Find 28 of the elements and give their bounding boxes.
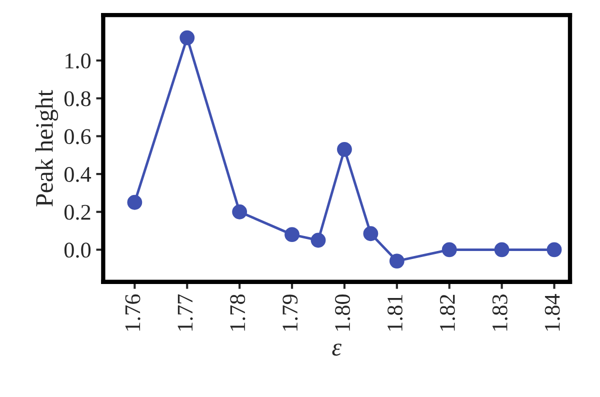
x-axis-title: ε — [332, 344, 342, 356]
x-tick-label: 1.80 — [335, 294, 350, 331]
x-tick-label: 1.76 — [125, 294, 140, 331]
point — [284, 227, 300, 242]
point — [180, 30, 195, 46]
point — [310, 232, 326, 248]
x-tick-label: 1.77 — [178, 294, 193, 331]
x-tick-label: 1.81 — [387, 295, 403, 331]
y-tick-label: 0.0 — [64, 242, 91, 258]
point — [232, 204, 248, 220]
y-tick-label: 0.6 — [64, 129, 91, 144]
y-tick-label: 0.8 — [64, 91, 91, 106]
point — [127, 194, 142, 210]
point — [494, 242, 510, 258]
x-tick-label: 1.79 — [282, 294, 298, 331]
x-tick-label: 1.82 — [440, 294, 456, 331]
y-tick-label: 0.4 — [64, 166, 92, 182]
x-tick-label: 1.83 — [492, 294, 508, 331]
point — [389, 254, 404, 269]
point — [363, 226, 378, 242]
y-tick-label: 1.0 — [66, 53, 91, 69]
y-tick-label: 0.2 — [64, 204, 90, 220]
point — [337, 142, 352, 157]
y-axis-title: Peak height — [35, 90, 58, 206]
x-tick-label: 1.84 — [544, 294, 560, 331]
point — [442, 242, 457, 258]
point — [546, 242, 562, 258]
x-tick-label: 1.78 — [230, 294, 246, 331]
